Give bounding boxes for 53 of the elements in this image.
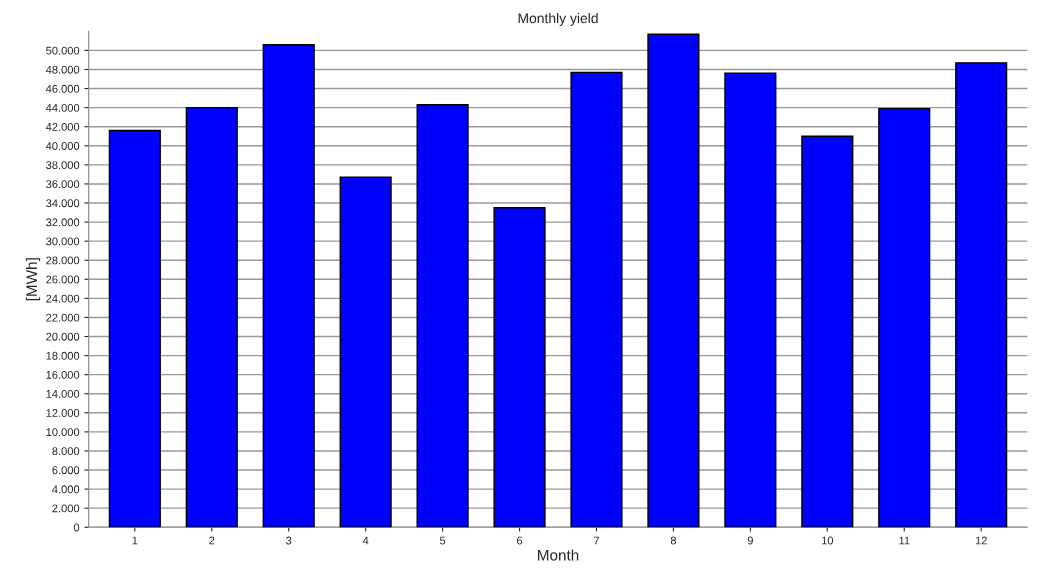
bar: [493, 207, 546, 528]
bar: [416, 104, 469, 528]
bar: [570, 71, 623, 528]
y-tick-label: 2.000: [52, 504, 80, 513]
x-tick-label: 8: [670, 536, 677, 545]
x-tick-label: 11: [899, 536, 910, 545]
y-tick-label: 12.000: [46, 409, 80, 417]
bar: [955, 62, 1008, 528]
x-tick-label: 6: [517, 536, 523, 545]
y-tick-label: 24.000: [46, 294, 80, 303]
bar: [262, 44, 315, 528]
y-tick-label: 42.000: [45, 122, 80, 131]
bar: [339, 176, 392, 528]
y-tick-label: 18.000: [46, 351, 80, 360]
x-tick-label: 3: [286, 536, 292, 545]
y-tick-label: 38.000: [46, 161, 80, 169]
x-tick-label: 7: [593, 536, 600, 545]
x-tick-label: 12: [975, 536, 987, 545]
bar: [647, 33, 700, 528]
y-tick-label: 14.000: [46, 390, 80, 398]
chart-title: Monthly yield: [518, 12, 598, 26]
x-tick-label: 9: [747, 536, 753, 545]
y-tick-label: 46.000: [45, 84, 80, 93]
y-tick-label: 48.000: [45, 65, 80, 74]
y-tick-label: 30.000: [46, 237, 80, 246]
y-tick-label: 32.000: [46, 218, 80, 227]
bar: [185, 106, 238, 528]
y-tick-label: 0: [73, 523, 80, 532]
y-tick-label: 26.000: [46, 275, 80, 284]
x-tick-label: 1: [132, 536, 138, 545]
x-tick-label: 10: [821, 536, 834, 545]
x-tick-label: 2: [209, 536, 215, 545]
y-axis-title: [MWh]: [25, 258, 41, 301]
y-tick-label: 16.000: [46, 370, 80, 379]
x-axis-title: Month: [538, 549, 579, 561]
y-tick-label: 10.000: [46, 428, 80, 437]
y-tick-label: 20.000: [46, 332, 80, 341]
y-tick-label: 40.000: [45, 142, 80, 150]
x-tick-label: 5: [439, 536, 446, 545]
bar: [801, 135, 854, 528]
bar: [724, 72, 777, 528]
y-tick-label: 22.000: [46, 313, 80, 322]
y-tick-label: 36.000: [46, 180, 80, 189]
bar: [878, 107, 931, 528]
y-tick-label: 4.000: [52, 485, 80, 494]
y-tick-label: 8.000: [52, 447, 80, 456]
bar: [108, 129, 161, 528]
y-tick-label: 50.000: [46, 46, 80, 55]
y-tick-label: 28.000: [46, 256, 80, 265]
y-tick-label: 34.000: [46, 199, 80, 208]
y-tick-label: 44.000: [45, 103, 80, 112]
y-tick-label: 6.000: [52, 466, 80, 475]
x-tick-label: 4: [362, 536, 369, 545]
